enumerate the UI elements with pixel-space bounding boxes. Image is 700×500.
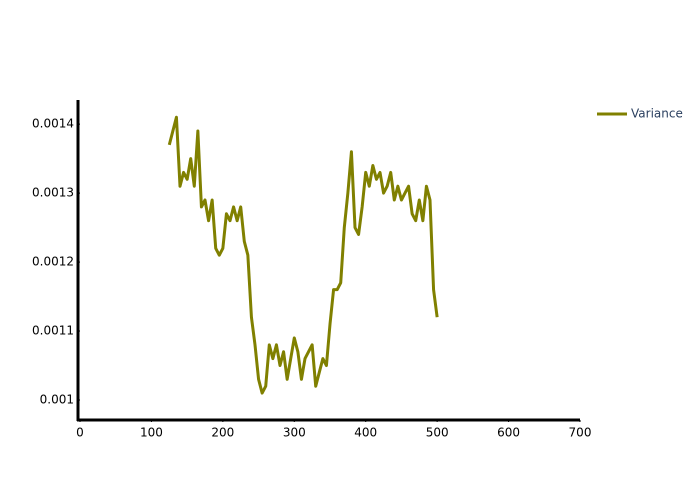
line	[167, 115, 439, 395]
x-tick-label: 600	[497, 426, 520, 440]
x-tick-label: 300	[283, 426, 306, 440]
y-tick-label: 0.0013	[32, 186, 74, 200]
x-tick-label: 200	[211, 426, 234, 440]
legend-text: Variance	[631, 107, 683, 121]
y-tick-label: 0.0011	[32, 324, 74, 338]
x-tick-label: 400	[354, 426, 377, 440]
x-tick-label: 100	[140, 426, 163, 440]
x-tick-label: 500	[426, 426, 449, 440]
x-tick-label: 700	[569, 426, 592, 440]
y-tick-label: 0.0014	[32, 117, 74, 131]
y-tick-label: 0.001	[40, 393, 74, 407]
y-tick-label: 0.0012	[32, 255, 74, 269]
x-tick-label: 0	[76, 426, 84, 440]
